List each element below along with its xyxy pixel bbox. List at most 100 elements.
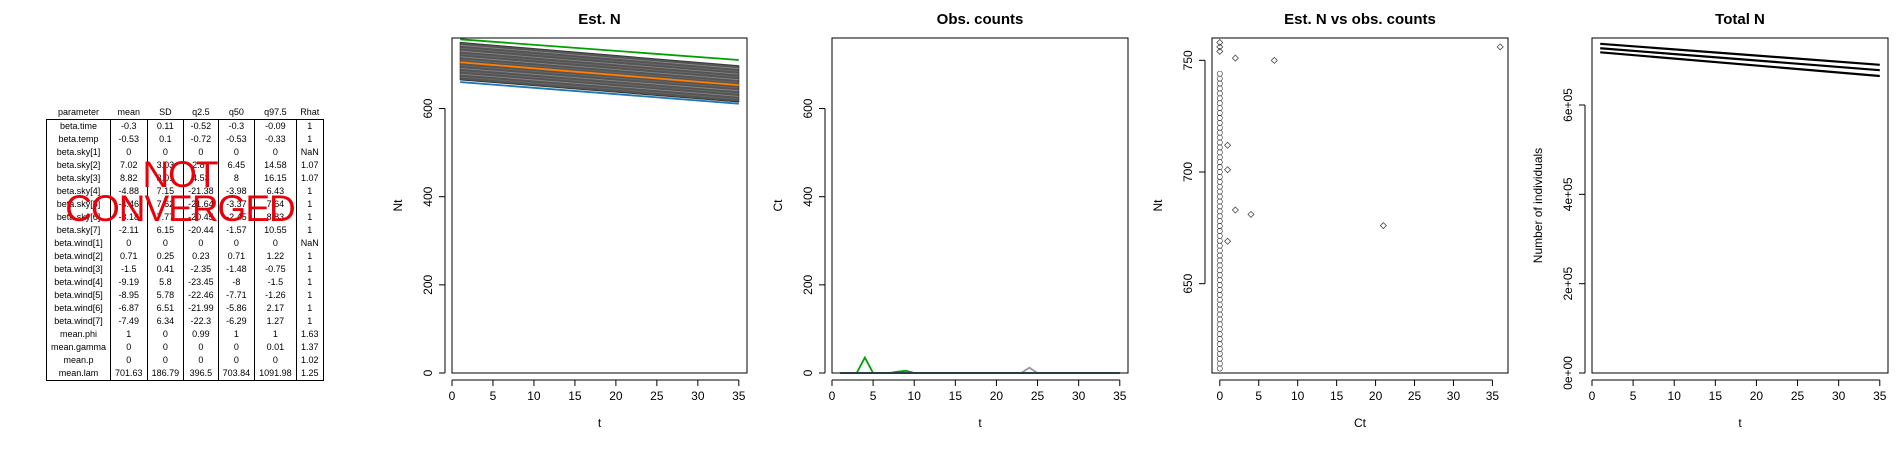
y-tick-label: 0 <box>801 369 815 376</box>
scatter-point <box>1216 360 1223 367</box>
table-cell: 1.25 <box>295 367 324 381</box>
scatter-point <box>1216 149 1223 156</box>
x-axis-label: t <box>598 416 602 430</box>
table-cell: -1.5 <box>254 276 297 289</box>
scatter-point <box>1216 70 1223 77</box>
table-cell: 6.43 <box>254 185 297 198</box>
column-header: parameter <box>58 107 100 118</box>
x-axis-label: t <box>978 416 982 430</box>
y-tick-label: 0e+00 <box>1561 356 1575 390</box>
table-cell: -0.33 <box>254 133 297 146</box>
table-cell: -0.52 <box>183 119 219 133</box>
table-cell: 1091.98 <box>254 367 297 381</box>
table-row: beta.sky[6] -3.18 7.77 -20.45 -2.45 8.83 1 <box>47 211 324 224</box>
table-cell: 0 <box>146 354 184 367</box>
table-row: beta.wind[3] -1.5 0.41 -2.35 -1.48 -0.75 1 <box>47 263 324 276</box>
table-body: beta.time -0.3 0.11 -0.52 -0.3 -0.09 1 beta.tem… <box>46 119 324 381</box>
scatter-point <box>1216 80 1223 87</box>
scatter-point <box>1216 336 1223 342</box>
x-tick-label: 20 <box>990 389 1004 403</box>
table-cell: 0 <box>146 146 184 159</box>
scatter-point <box>1216 139 1223 146</box>
chart-4: Total N 0 5 10 15 20 25 30 35 t 0e+00 2e+05 4e+05 6e+… <box>1531 11 1889 430</box>
scatter-point <box>1216 213 1223 220</box>
table-cell: 0 <box>110 341 148 354</box>
chart-title: Obs. counts <box>937 11 1024 28</box>
y-axis-label: Ct <box>771 199 785 212</box>
scatter-point <box>1216 296 1223 303</box>
x-tick-label: 30 <box>691 389 705 403</box>
scatter-point <box>1216 159 1223 166</box>
column-header: SD <box>159 107 172 118</box>
table-cell: 14.58 <box>254 159 297 172</box>
y-tick-label: 650 <box>1181 273 1195 293</box>
scatter-point <box>1216 223 1223 229</box>
table-cell: beta.wind[2] <box>54 251 103 262</box>
scatter-point <box>1216 350 1223 357</box>
scatter-point <box>1216 85 1223 92</box>
scatter-point <box>1216 316 1223 323</box>
scatter-point <box>1270 56 1278 64</box>
table-cell: beta.sky[1] <box>56 147 101 158</box>
column-header: Rhat <box>300 107 320 118</box>
chart-1: Est. N 0 5 10 15 20 25 30 35 t 0 200 400 600 Nt <box>391 11 748 430</box>
table-cell: 0.11 <box>146 119 184 133</box>
table-header-row: parameter mean SD q2.5 q50 q97.5 Rhat <box>47 106 324 120</box>
series-line <box>460 81 739 105</box>
table-row: beta.wind[2] 0.71 0.25 0.23 0.71 1.22 1 <box>47 250 324 263</box>
posterior-draw-line <box>460 53 739 78</box>
x-tick-label: 10 <box>1291 389 1305 403</box>
x-tick-label: 20 <box>1369 389 1383 403</box>
x-tick-label: 0 <box>1216 389 1223 403</box>
table-cell: beta.wind[3] <box>54 264 103 275</box>
table-cell: -3.18 <box>110 211 148 224</box>
table-cell: 0.71 <box>217 250 255 263</box>
x-tick-label: 15 <box>949 389 963 403</box>
table-cell: 1 <box>295 211 324 224</box>
table-cell: 7.15 <box>146 185 184 198</box>
table-cell: -1.5 <box>110 263 148 276</box>
table-cell: -0.3 <box>110 119 148 133</box>
scatter-point <box>1216 164 1223 170</box>
table-cell: 0 <box>183 341 219 354</box>
table-cell: beta.sky[5] <box>56 199 101 210</box>
table-cell: 1.07 <box>295 159 324 172</box>
scatter-point <box>1216 326 1223 333</box>
table-cell: 3.03 <box>146 159 184 172</box>
table-row: beta.time -0.3 0.11 -0.52 -0.3 -0.09 1 <box>47 119 324 133</box>
table-cell: -8.95 <box>110 289 148 302</box>
scatter-point <box>1216 169 1223 175</box>
x-tick-label: 0 <box>1589 389 1596 403</box>
table-cell: 1.63 <box>295 328 324 341</box>
table-cell: -8 <box>217 276 255 289</box>
parameter-summary-table-wrap: parameter mean SD q2.5 q50 q97.5 Rhat beta.tim… <box>46 106 324 381</box>
table-cell: beta.wind[7] <box>54 316 103 327</box>
scatter-point <box>1216 267 1223 274</box>
table-cell: mean.gamma <box>51 342 107 353</box>
scatter-point <box>1224 166 1232 174</box>
table-cell: beta.sky[4] <box>56 186 101 197</box>
table-row: mean.lam 701.63 186.79 396.5 703.84 1091.98 1.… <box>47 367 324 381</box>
x-tick-label: 30 <box>1072 389 1086 403</box>
scatter-point <box>1216 198 1223 205</box>
y-tick-label: 600 <box>421 98 435 118</box>
table-cell: NaN <box>295 237 324 250</box>
table-cell: 6.45 <box>217 159 255 172</box>
y-tick-label: 6e+05 <box>1561 88 1575 122</box>
x-tick-label: 35 <box>1873 389 1887 403</box>
table-cell: -0.3 <box>217 119 255 133</box>
table-cell: 0 <box>110 237 148 250</box>
x-axis-label: t <box>1738 416 1742 430</box>
table-cell: beta.wind[1] <box>54 238 103 249</box>
table-cell: 0 <box>183 146 219 159</box>
chart-2: Obs. counts 0 5 10 15 20 25 30 35 t 0 200 400 600 Ct <box>771 11 1129 430</box>
scatter-point <box>1216 188 1223 195</box>
table-cell: -9.19 <box>110 276 148 289</box>
table-cell: 4.53 <box>183 172 219 185</box>
table-cell: 1 <box>295 224 324 237</box>
posterior-draw-line <box>460 47 739 72</box>
series-line <box>1600 42 1880 66</box>
scatter-point <box>1216 174 1223 180</box>
scatter-point <box>1216 115 1223 121</box>
x-tick-label: 10 <box>908 389 922 403</box>
